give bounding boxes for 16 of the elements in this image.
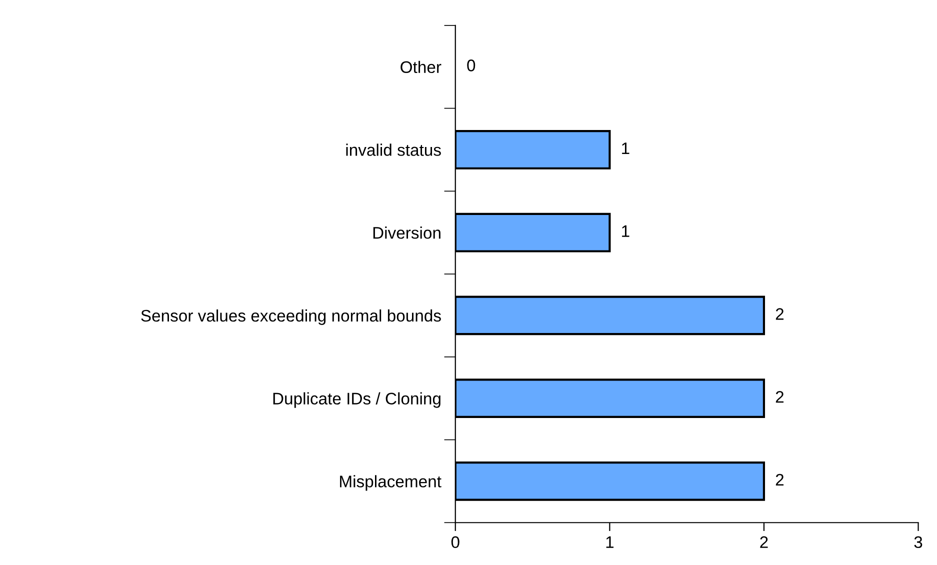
x-tick-label: 2 (760, 536, 768, 548)
y-tick-label: Duplicate IDs / Cloning (273, 392, 440, 408)
data-label: 2 (776, 308, 784, 320)
x-tick-label: 1 (606, 536, 614, 548)
x-tick-label: 0 (451, 536, 460, 548)
data-label: 2 (776, 474, 784, 486)
data-label: 1 (622, 142, 630, 154)
data-label: 0 (467, 60, 476, 72)
y-tick-label: invalid status (346, 144, 441, 156)
x-tick-label: 3 (914, 536, 922, 548)
y-tick-label: Diversion (373, 226, 440, 239)
y-tick-label: Sensor values exceeding normal bounds (141, 309, 441, 325)
y-tick-label: Misplacement (340, 475, 442, 491)
data-label: 2 (776, 390, 784, 403)
y-tick-label: Other (400, 60, 442, 74)
data-label: 1 (622, 225, 630, 237)
